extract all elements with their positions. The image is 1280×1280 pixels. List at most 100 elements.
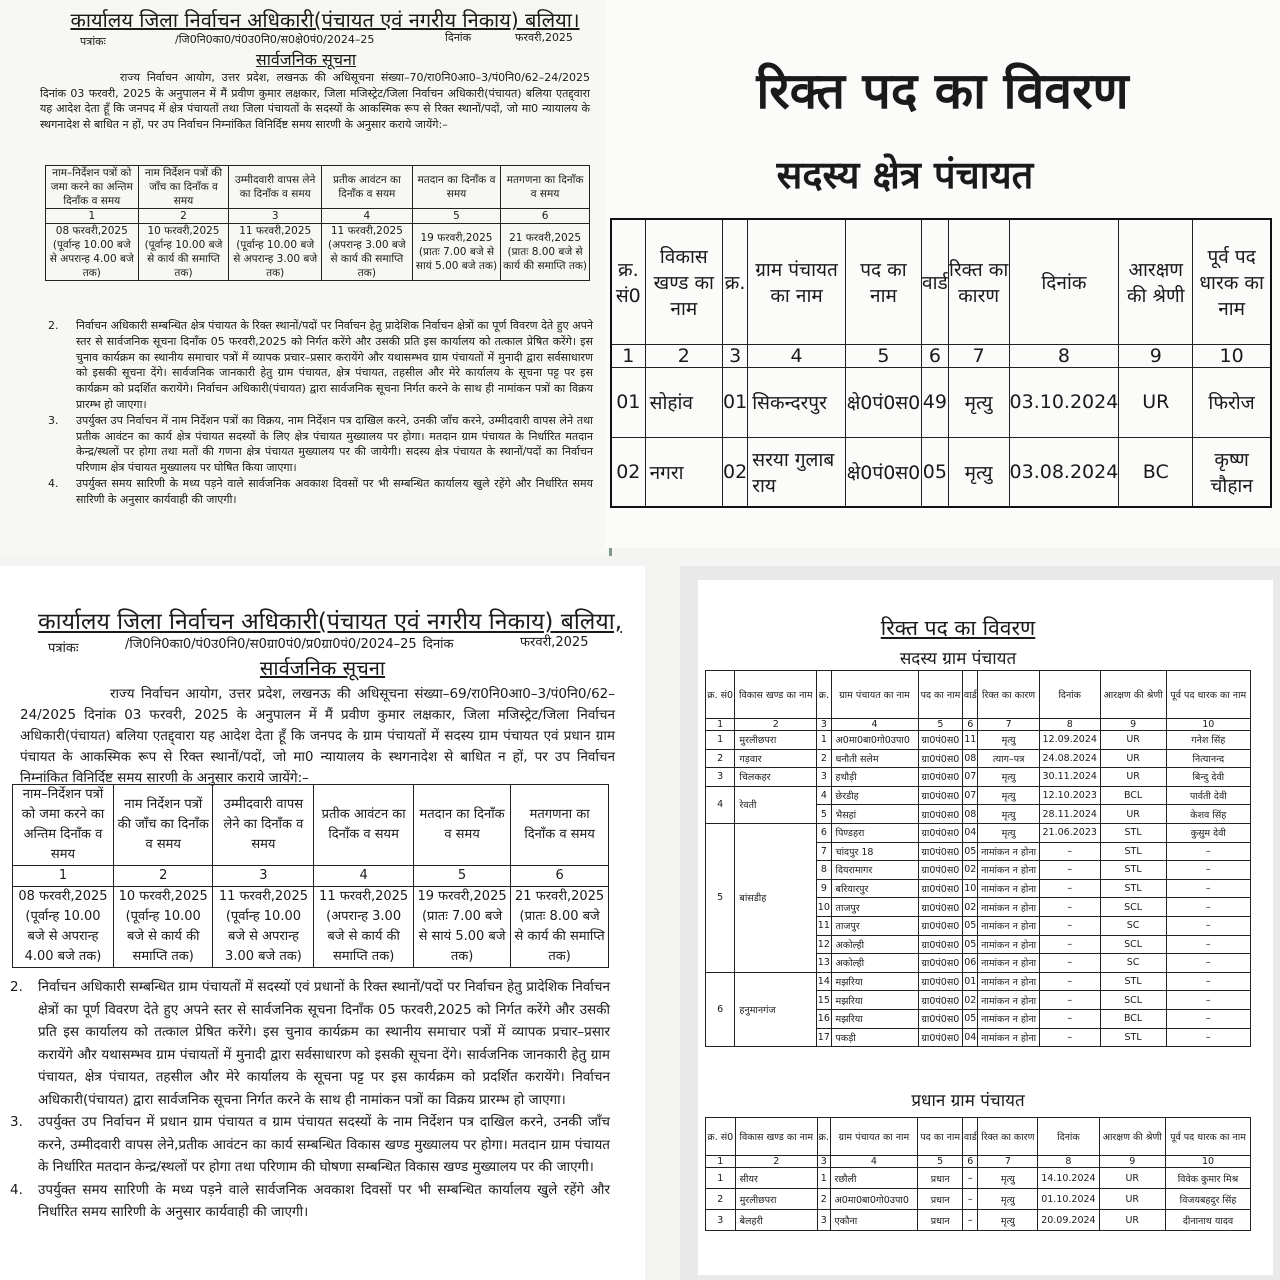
village-name: मझरिया — [830, 1008, 919, 1029]
previous-holder: – — [1165, 971, 1252, 992]
post-name: प्रधान — [917, 1167, 964, 1189]
vacancy-column-number: 8 — [1008, 343, 1120, 368]
vacancy-row: 3 बेलहरी 3 एकौना प्रधान – मृत्यु 20.09.2024 UR दी… — [705, 1209, 1252, 1231]
post-name: ग्रा0पं0स0 — [917, 1027, 964, 1048]
vacancy-column-header: विकास खण्ड का नाम — [734, 670, 818, 719]
ward: 08 — [962, 804, 979, 824]
gram-vacancy-sheet: रिक्त पद का विवरण सदस्य ग्राम पंचायत क्र… — [680, 566, 1280, 1280]
date: – — [1038, 841, 1101, 862]
reservation-category: UR — [1099, 804, 1167, 824]
previous-holder: कृष्ण चौहान — [1192, 436, 1272, 508]
reservation-category: STL — [1099, 860, 1167, 880]
block-serial: 1 — [705, 1167, 736, 1189]
post-name: प्रधान — [917, 1188, 964, 1210]
row-number: 12 — [816, 934, 832, 955]
vacancy-column-number: 10 — [1164, 1155, 1252, 1168]
vacancy-row: 02 नगरा 02 सरया गुलाब राय क्षे0पं0स0 05 मृत्यु… — [610, 436, 1272, 508]
date: 14.10.2024 — [1037, 1167, 1100, 1189]
vacancy-column-header: दिनांक — [1037, 1117, 1100, 1156]
ward: – — [962, 1209, 979, 1231]
vacancy-column-number: 3 — [816, 718, 832, 731]
date: 03.10.2024 — [1008, 366, 1120, 438]
vacancy-column-number: 9 — [1118, 343, 1194, 368]
village-name: भैसहां — [830, 804, 919, 824]
reservation-category: SC — [1099, 915, 1167, 936]
post-name: ग्रा0पं0स0 — [917, 841, 964, 862]
date: – — [1038, 971, 1101, 992]
village-name: एकौना — [829, 1209, 919, 1231]
block-serial: 01 — [610, 366, 646, 438]
schedule-column-number: 5 — [411, 208, 502, 224]
ward: 04 — [962, 822, 979, 843]
post-name: ग्रा0पं0स0 — [917, 953, 964, 973]
village-name: पिण्डहरा — [830, 822, 919, 843]
village-name: छेरडीह — [830, 785, 919, 806]
schedule-column-number: 6 — [510, 865, 609, 887]
vacancy-column-number: 4 — [830, 718, 919, 731]
village-name: ताजपुर — [830, 915, 919, 936]
vacancy-column-header: पूर्व पद धारक का नाम — [1164, 1117, 1252, 1156]
schedule-value: 10 फरवरी,2025 (पूर्वान्ह 10.00 बजे से का… — [112, 886, 214, 968]
ward: 05 — [962, 1008, 979, 1029]
point-text: उपर्युक्त समय सारिणी के मध्य पड़ने वाले … — [76, 476, 593, 506]
letter-ref: /जि0नि0का0/पं0उ0नि0/स0ग्रा0पं0/प्र0ग्रा0… — [125, 637, 417, 652]
block-name: हनुमानगंज — [734, 971, 818, 1048]
date: – — [1038, 990, 1101, 1010]
schedule-value: 08 फरवरी,2025 (पूर्वान्ह 10.00 बजे से अप… — [12, 886, 114, 968]
kshetra-vacancy-table: क्र. सं0 विकास खण्ड का नाम क्र. ग्राम पंचाय… — [610, 218, 1272, 508]
vacancy-column-header: ग्राम पंचायत का नाम — [830, 670, 919, 719]
vacancy-reason: मृत्यु — [947, 436, 1010, 508]
schedule-column-number: 3 — [228, 208, 322, 224]
previous-holder: विवेक कुमार मिश्र — [1164, 1167, 1252, 1189]
point-text: उपर्युक्त उप निर्वाचन में प्रधान ग्राम प… — [38, 1114, 610, 1175]
reservation-category: BC — [1118, 436, 1194, 508]
schedule-header: नाम–निर्देशन पत्रों को जमा करने का अन्ति… — [12, 784, 114, 866]
previous-holder: – — [1165, 953, 1252, 973]
vacancy-title: रिक्त पद का विवरण — [756, 62, 1129, 120]
block-serial: 3 — [705, 1209, 736, 1231]
point-text: उपर्युक्त उप निर्वाचन में नाम निर्देशन प… — [76, 413, 593, 475]
schedule-column-number: 3 — [212, 865, 315, 887]
block-name: सीयर — [734, 1167, 818, 1189]
previous-holder: – — [1165, 934, 1252, 955]
block-serial: 3 — [704, 767, 736, 787]
row-number: 15 — [816, 990, 832, 1010]
vacancy-column-number: 7 — [977, 718, 1040, 731]
point-text: निर्वाचन अधिकारी सम्बन्धित ग्राम पंचायतो… — [38, 979, 610, 1108]
ward: 05 — [962, 841, 979, 862]
ward: – — [962, 1188, 979, 1210]
gram-panchayat-notice: कार्यालय जिला निर्वाचन अधिकारी(पंचायत एव… — [0, 566, 645, 1280]
kshetra-panchayat-notice: कार्यालय जिला निर्वाचन अधिकारी(पंचायत एव… — [0, 0, 612, 556]
vacancy-reason: नामांकन न होना — [977, 934, 1040, 955]
previous-holder: – — [1165, 990, 1252, 1010]
pradhan-subtitle: प्रधान ग्राम पंचायत — [911, 1091, 1025, 1111]
block-serial: 6 — [704, 971, 736, 1048]
schedule-value: 10 फरवरी,2025 (पूर्वान्ह 10.00 बजे से का… — [137, 223, 230, 281]
point-number: 4. — [10, 1181, 23, 1198]
vacancy-header-row: क्र. सं0 विकास खण्ड का नाम क्र. ग्राम पंचाय… — [610, 218, 1272, 345]
date: 20.09.2024 — [1037, 1209, 1100, 1231]
block-name: गड़वार — [734, 748, 818, 769]
block-name: मुरलीछपरा — [734, 1188, 818, 1210]
schedule-header: नाम निर्देशन पत्रों की जाँच का दिनाँक व … — [137, 165, 230, 209]
ward: 49 — [921, 366, 949, 438]
post-name: ग्रा0पं0स0 — [917, 785, 964, 806]
date-label: दिनांक — [445, 31, 472, 44]
office-title: कार्यालय जिला निर्वाचन अधिकारी(पंचायत एव… — [37, 609, 623, 635]
vacancy-reason: मृत्यु — [977, 730, 1040, 750]
point-number: 4. — [48, 476, 59, 490]
ward: 05 — [921, 436, 949, 508]
notice-point: 4. उपर्युक्त समय सारिणी के मध्य पड़ने वाल… — [10, 1179, 610, 1224]
ward: 04 — [962, 1027, 979, 1048]
village-name: सिकन्दरपुर — [747, 366, 846, 438]
vacancy-reason: नामांकन न होना — [977, 1027, 1040, 1048]
schedule-header: मतगणना का दिनाँक व समय — [510, 784, 609, 866]
point-number: 3. — [10, 1114, 23, 1130]
date-label: दिनांक — [422, 637, 454, 652]
block-name: मुरलीछपरा — [734, 730, 818, 750]
schedule-value: 21 फरवरी,2025 (प्रातः 8.00 बजे से कार्य … — [500, 223, 590, 281]
row-number: 02 — [722, 436, 749, 508]
village-name: मझरिया — [830, 971, 919, 992]
notice-heading: सार्वजनिक सूचना — [255, 50, 357, 69]
schedule-value: 11 फरवरी,2025 (अपरान्ह 3.00 बजे से कार्य… — [313, 886, 414, 968]
